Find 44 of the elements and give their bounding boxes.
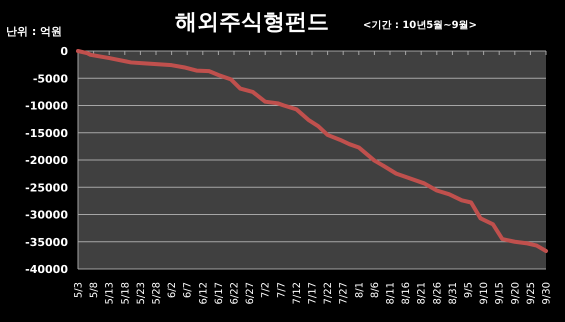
y-tick-label: -20000 xyxy=(25,154,68,167)
x-tick-label: 9/20 xyxy=(510,282,522,304)
x-tick-label: 7/22 xyxy=(323,282,334,304)
x-tick-label: 8/26 xyxy=(432,282,444,304)
y-tick-label: -5000 xyxy=(32,72,68,86)
x-tick-label: 7/7 xyxy=(276,282,288,298)
x-tick-label: 5/13 xyxy=(104,282,116,304)
x-tick-label: 6/2 xyxy=(167,282,178,298)
y-tick-label: 0 xyxy=(60,45,68,58)
x-tick-label: 8/16 xyxy=(401,282,412,304)
x-tick-label: 5/28 xyxy=(152,282,162,304)
x-tick-label: 7/12 xyxy=(292,282,303,304)
y-tick-label: -40000 xyxy=(25,263,68,276)
x-tick-label: 8/21 xyxy=(416,282,428,304)
x-tick-label: 9/5 xyxy=(464,282,474,298)
x-tick-label: 8/11 xyxy=(386,282,396,304)
x-tick-label: 8/1 xyxy=(354,282,366,298)
x-tick-label: 9/15 xyxy=(494,282,506,304)
x-tick-label: 5/23 xyxy=(136,282,147,304)
x-tick-label: 5/18 xyxy=(120,282,132,304)
x-tick-label: 6/27 xyxy=(245,282,256,304)
text: 난위 : 억원 xyxy=(6,25,62,38)
x-tick-label: 7/2 xyxy=(260,282,272,298)
x-tick-label: 6/17 xyxy=(214,282,225,304)
x-tick-label: 9/25 xyxy=(526,282,537,304)
y-tick-label: -30000 xyxy=(25,208,68,222)
x-tick-label: 7/17 xyxy=(308,282,318,304)
line-series xyxy=(76,49,548,254)
x-tick-label: 6/7 xyxy=(182,282,194,298)
x-tick-label: 9/30 xyxy=(542,282,552,304)
y-tick-label: -10000 xyxy=(25,100,68,112)
x-tick-label: 9/10 xyxy=(479,282,490,304)
x-tick-label: 8/6 xyxy=(370,282,381,298)
y-tick-label: -15000 xyxy=(25,126,68,140)
x-tick-label: 8/31 xyxy=(448,282,459,304)
x-tick-label: 6/12 xyxy=(198,282,210,304)
x-tick-label: 5/8 xyxy=(89,282,100,298)
chart-subtitle: <기간 : 10년5월~9월> xyxy=(363,20,477,31)
x-tick-label: 5/3 xyxy=(74,282,84,298)
y-tick-label: -25000 xyxy=(25,181,68,194)
chart-title: 해외주식형펀드 xyxy=(175,10,329,35)
y-tick-label: -35000 xyxy=(25,236,68,249)
x-tick-label: 6/22 xyxy=(230,282,240,304)
x-tick-label: 7/27 xyxy=(338,282,350,304)
